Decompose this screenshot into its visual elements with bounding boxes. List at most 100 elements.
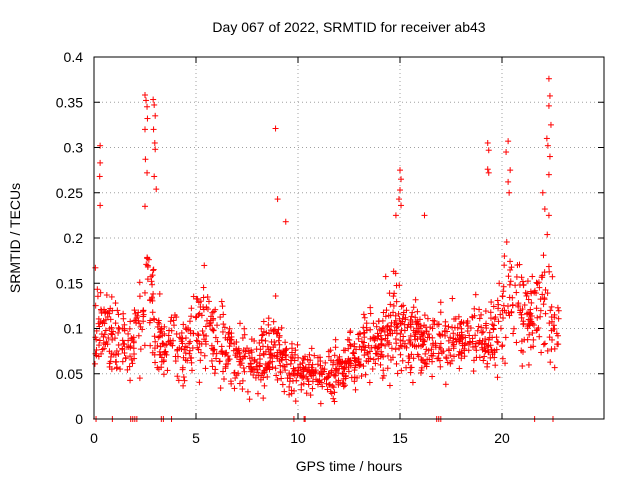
data-point [527,288,534,295]
y-tick-label: 0.2 [64,230,84,246]
data-point [154,342,161,349]
data-point [442,322,449,329]
data-point [127,377,134,384]
data-point [154,323,161,330]
data-point [539,274,546,281]
data-point [527,344,534,351]
data-point [279,381,286,388]
data-point [298,381,305,388]
data-point [550,322,557,329]
data-point [109,307,116,314]
data-point [542,286,549,293]
data-point [437,299,444,306]
data-point [317,370,324,377]
data-point [409,379,416,386]
data-point [151,173,158,180]
data-point [115,329,122,336]
data-point [178,338,185,345]
data-point [322,359,329,366]
data-point [509,294,516,301]
data-point [182,350,189,357]
data-point [144,103,151,110]
data-point [554,341,561,348]
data-point [485,147,492,154]
data-point [425,331,432,338]
data-point [150,96,157,103]
data-point [378,342,385,349]
data-point [163,351,170,358]
data-point [307,392,314,399]
data-point [115,324,122,331]
data-point [337,379,344,386]
data-point [280,363,287,370]
data-point [507,167,514,174]
data-point [96,173,103,180]
data-point [199,328,206,335]
data-point [401,340,408,347]
data-point [140,313,147,320]
data-point [484,166,491,173]
data-point [286,383,293,390]
data-point [346,336,353,343]
data-point [231,340,238,347]
data-point [321,376,328,383]
data-point [476,306,483,313]
data-point [456,365,463,372]
data-point [120,310,127,317]
data-point [297,372,304,379]
data-point [469,338,476,345]
data-point [499,293,506,300]
data-point [485,336,492,343]
data-point [548,327,555,334]
data-point [325,374,332,381]
data-point [374,330,381,337]
data-point [112,300,119,307]
data-point [336,353,343,360]
data-point [151,333,158,340]
data-point [553,330,560,337]
data-point [147,317,154,324]
data-point [104,313,111,320]
data-point [534,314,541,321]
data-point [299,360,306,367]
data-point [262,364,269,371]
data-point [383,307,390,314]
data-point [210,346,217,353]
data-point [294,341,301,348]
data-point [272,125,279,132]
data-point [363,327,370,334]
data-point [270,344,277,351]
data-point [190,293,197,300]
data-point [513,289,520,296]
data-point [200,294,207,301]
data-point [273,372,280,379]
data-point [397,187,403,194]
data-point [418,364,425,371]
data-point [321,368,328,375]
data-point [516,281,523,288]
data-point [447,352,454,359]
data-point [101,320,108,327]
data-point [330,384,337,391]
data-point [409,309,416,316]
data-point [180,382,187,389]
data-point [319,383,326,390]
data-point [144,115,151,122]
data-point [209,309,216,316]
data-point [105,334,112,341]
data-point [198,340,205,347]
data-point [482,308,489,315]
data-point [125,330,132,337]
data-point [144,255,151,262]
data-point [265,346,272,353]
data-point [325,353,332,360]
data-point [461,342,468,349]
data-point [307,357,314,364]
data-point [238,360,245,367]
data-point [144,169,151,176]
data-point [481,353,488,360]
data-point [212,306,219,313]
data-point [452,336,459,343]
data-point [217,385,224,392]
data-point [345,368,352,375]
